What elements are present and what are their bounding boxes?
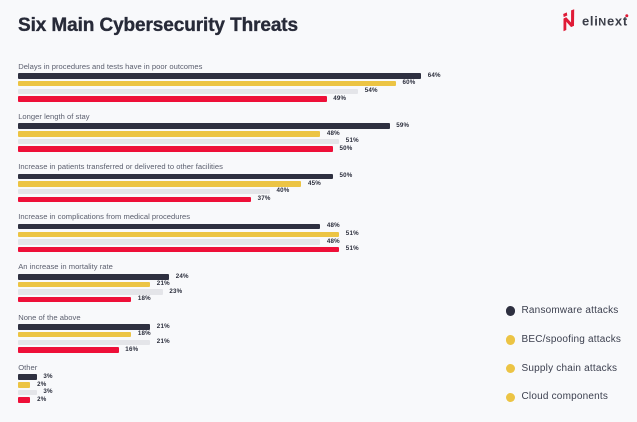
svg-text:N: N: [598, 17, 607, 29]
svg-text:eli: eli: [582, 14, 599, 29]
svg-text:ext: ext: [607, 14, 628, 29]
